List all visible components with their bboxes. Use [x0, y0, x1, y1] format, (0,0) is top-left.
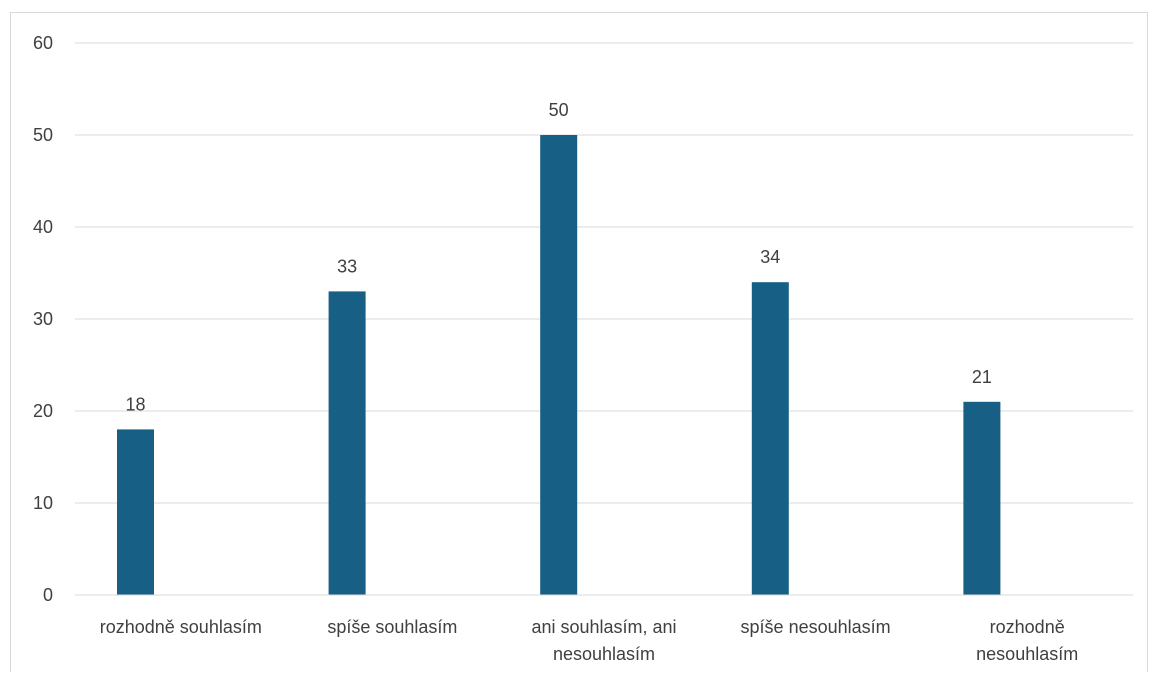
- x-tick-label: spíše souhlasím: [327, 617, 457, 637]
- x-tick-label-line: nesouhlasím: [553, 644, 655, 664]
- bar: [751, 282, 789, 595]
- data-label: 33: [337, 256, 357, 276]
- bar: [963, 401, 1001, 595]
- x-tick-label-line: rozhodně: [990, 617, 1065, 637]
- x-tick-label: spíše nesouhlasím: [741, 617, 891, 637]
- y-tick-label: 20: [33, 401, 53, 421]
- x-tick-label-line: rozhodně souhlasím: [100, 617, 262, 637]
- bar: [540, 135, 578, 595]
- y-tick-label: 40: [33, 217, 53, 237]
- data-label: 50: [549, 100, 569, 120]
- bar: [328, 291, 366, 595]
- x-tick-label-line: ani souhlasím, ani: [531, 617, 676, 637]
- x-tick-label: ani souhlasím, ani nesouhlasím: [531, 617, 676, 664]
- chart-frame: [10, 12, 1148, 672]
- x-tick-label: rozhodně souhlasím: [100, 617, 262, 637]
- y-tick-label: 50: [33, 125, 53, 145]
- y-tick-label: 60: [33, 33, 53, 53]
- y-tick-label: 30: [33, 309, 53, 329]
- x-tick-label-line: spíše souhlasím: [327, 617, 457, 637]
- x-tick-label-line: nesouhlasím: [976, 644, 1078, 664]
- y-tick-label: 10: [33, 493, 53, 513]
- bar: [117, 429, 154, 595]
- x-tick-label: rozhodně nesouhlasím: [976, 617, 1078, 664]
- data-label: 21: [972, 367, 992, 387]
- x-tick-label-line: spíše nesouhlasím: [741, 617, 891, 637]
- data-label: 18: [125, 394, 145, 414]
- y-tick-label: 0: [43, 585, 53, 605]
- data-label: 34: [760, 247, 780, 267]
